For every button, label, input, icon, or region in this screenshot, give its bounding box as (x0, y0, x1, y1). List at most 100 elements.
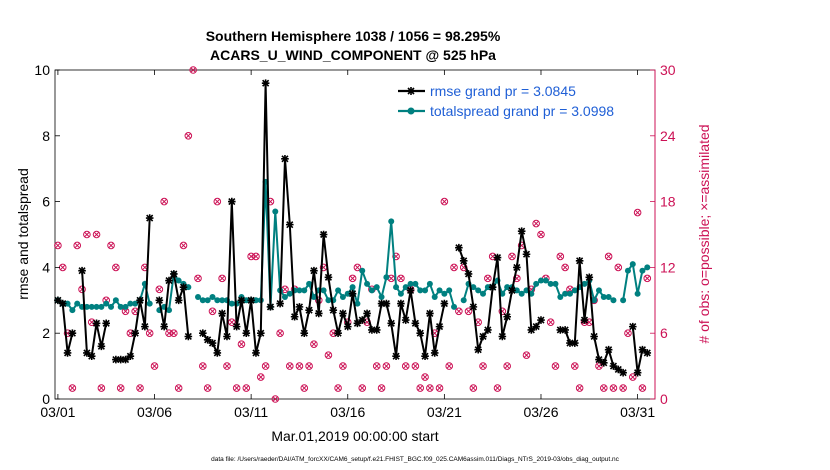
y-right-tick-label-3: 18 (660, 194, 676, 210)
rmse-point-67 (406, 286, 415, 295)
rmse-point-17 (145, 214, 154, 222)
spread-point-69 (397, 290, 404, 297)
obs-assimilated-x (523, 352, 530, 358)
obs-possible-ring (155, 285, 164, 294)
obs-assimilated-x (233, 385, 240, 391)
obs-possible-ring (136, 384, 144, 392)
obs-marker-86 (469, 384, 478, 392)
spread-point-12 (112, 297, 119, 304)
spread-point-66 (383, 274, 390, 281)
obs-marker-72 (401, 362, 410, 370)
obs-possible-ring (116, 384, 125, 392)
obs-assimilated-x (547, 319, 554, 325)
rmse-point-59 (368, 326, 376, 334)
obs-marker-35 (223, 362, 231, 370)
obs-assimilated-x (576, 385, 583, 391)
obs-marker-67 (377, 384, 386, 392)
obs-possible-ring (247, 252, 255, 261)
y-axis-label-left: rmse and totalspread (15, 168, 31, 300)
obs-marker-113 (599, 384, 608, 392)
rmse-point-47 (310, 266, 318, 275)
obs-possible-ring (194, 274, 202, 283)
spread-point-83 (470, 284, 477, 291)
rmse-point-56 (353, 319, 362, 328)
spread-point-80 (451, 303, 458, 310)
obs-possible-ring (614, 263, 623, 272)
obs-assimilated-x (417, 385, 423, 391)
rmse-point-39 (266, 303, 275, 311)
obs-possible-ring (305, 362, 313, 370)
obs-marker-116 (614, 263, 623, 272)
rmse-point-94 (561, 326, 569, 334)
obs-marker-118 (624, 329, 632, 338)
rmse-point-43 (290, 312, 299, 321)
obs-marker-28 (189, 66, 197, 74)
y-right-tick-label-0: 0 (660, 391, 668, 407)
obs-possible-ring (54, 241, 62, 250)
obs-assimilated-x (190, 67, 196, 73)
spread-point-79 (446, 287, 453, 294)
x-tick-label-2: 03/11 (234, 404, 268, 420)
obs-marker-119 (628, 373, 637, 381)
spread-point-27 (194, 294, 201, 301)
obs-marker-75 (416, 384, 425, 392)
legend: rmse grand pr = 3.0845 totalspread grand… (395, 80, 650, 124)
obs-marker-74 (411, 362, 420, 370)
obs-assimilated-x (412, 363, 419, 369)
spread-point-81 (460, 297, 467, 304)
rmse-point-28 (213, 349, 222, 357)
obs-possible-ring (537, 230, 545, 239)
rmse-point-22 (174, 296, 183, 305)
rmse-point-52 (334, 329, 342, 337)
rmse-point-60 (372, 326, 381, 334)
obs-possible-ring (575, 384, 584, 392)
rmse-point-106 (619, 368, 627, 377)
obs-possible-ring (619, 384, 627, 392)
spread-point-71 (407, 280, 414, 287)
obs-marker-17 (136, 384, 144, 392)
obs-assimilated-x (296, 363, 303, 369)
rmse-point-27 (208, 339, 217, 347)
obs-assimilated-x (301, 385, 308, 391)
spread-point-49 (301, 287, 308, 294)
obs-assimilated-x (156, 286, 163, 293)
rmse-point-35 (247, 296, 255, 305)
rmse-point-30 (223, 332, 231, 341)
obs-assimilated-x (306, 363, 312, 369)
rmse-point-37 (256, 329, 265, 337)
obs-marker-59 (339, 362, 347, 370)
obs-assimilated-x (122, 308, 129, 315)
obs-assimilated-x (151, 363, 158, 369)
spread-point-118 (644, 264, 651, 271)
rmse-point-1 (58, 299, 67, 308)
obs-possible-ring (382, 362, 391, 370)
obs-marker-114 (604, 252, 613, 261)
rmse-point-19 (160, 322, 168, 331)
obs-possible-ring (503, 362, 511, 370)
spread-point-53 (320, 287, 327, 294)
spread-point-109 (595, 287, 602, 294)
obs-possible-ring (300, 384, 309, 392)
obs-assimilated-x (562, 264, 568, 271)
rmse-point-12 (121, 355, 130, 364)
spread-point-24 (175, 277, 182, 284)
obs-marker-37 (232, 384, 241, 392)
obs-marker-43 (261, 362, 270, 370)
rmse-point-109 (638, 345, 647, 354)
obs-marker-30 (199, 362, 207, 370)
rmse-point-75 (455, 243, 463, 252)
obs-assimilated-x (470, 385, 477, 391)
y-left-tick-label-4: 8 (42, 128, 50, 144)
rmse-point-15 (136, 296, 144, 305)
rmse-point-91 (532, 322, 540, 331)
rmse-point-96 (571, 339, 579, 347)
obs-assimilated-x (59, 264, 66, 271)
obs-possible-ring (546, 318, 555, 327)
obs-assimilated-x (277, 330, 283, 336)
obs-possible-ring (599, 384, 608, 392)
rmse-point-29 (218, 309, 226, 318)
rmse-point-38 (261, 79, 270, 87)
rmse-point-2 (63, 349, 72, 357)
obs-marker-25 (174, 384, 183, 392)
spread-point-117 (639, 267, 646, 274)
